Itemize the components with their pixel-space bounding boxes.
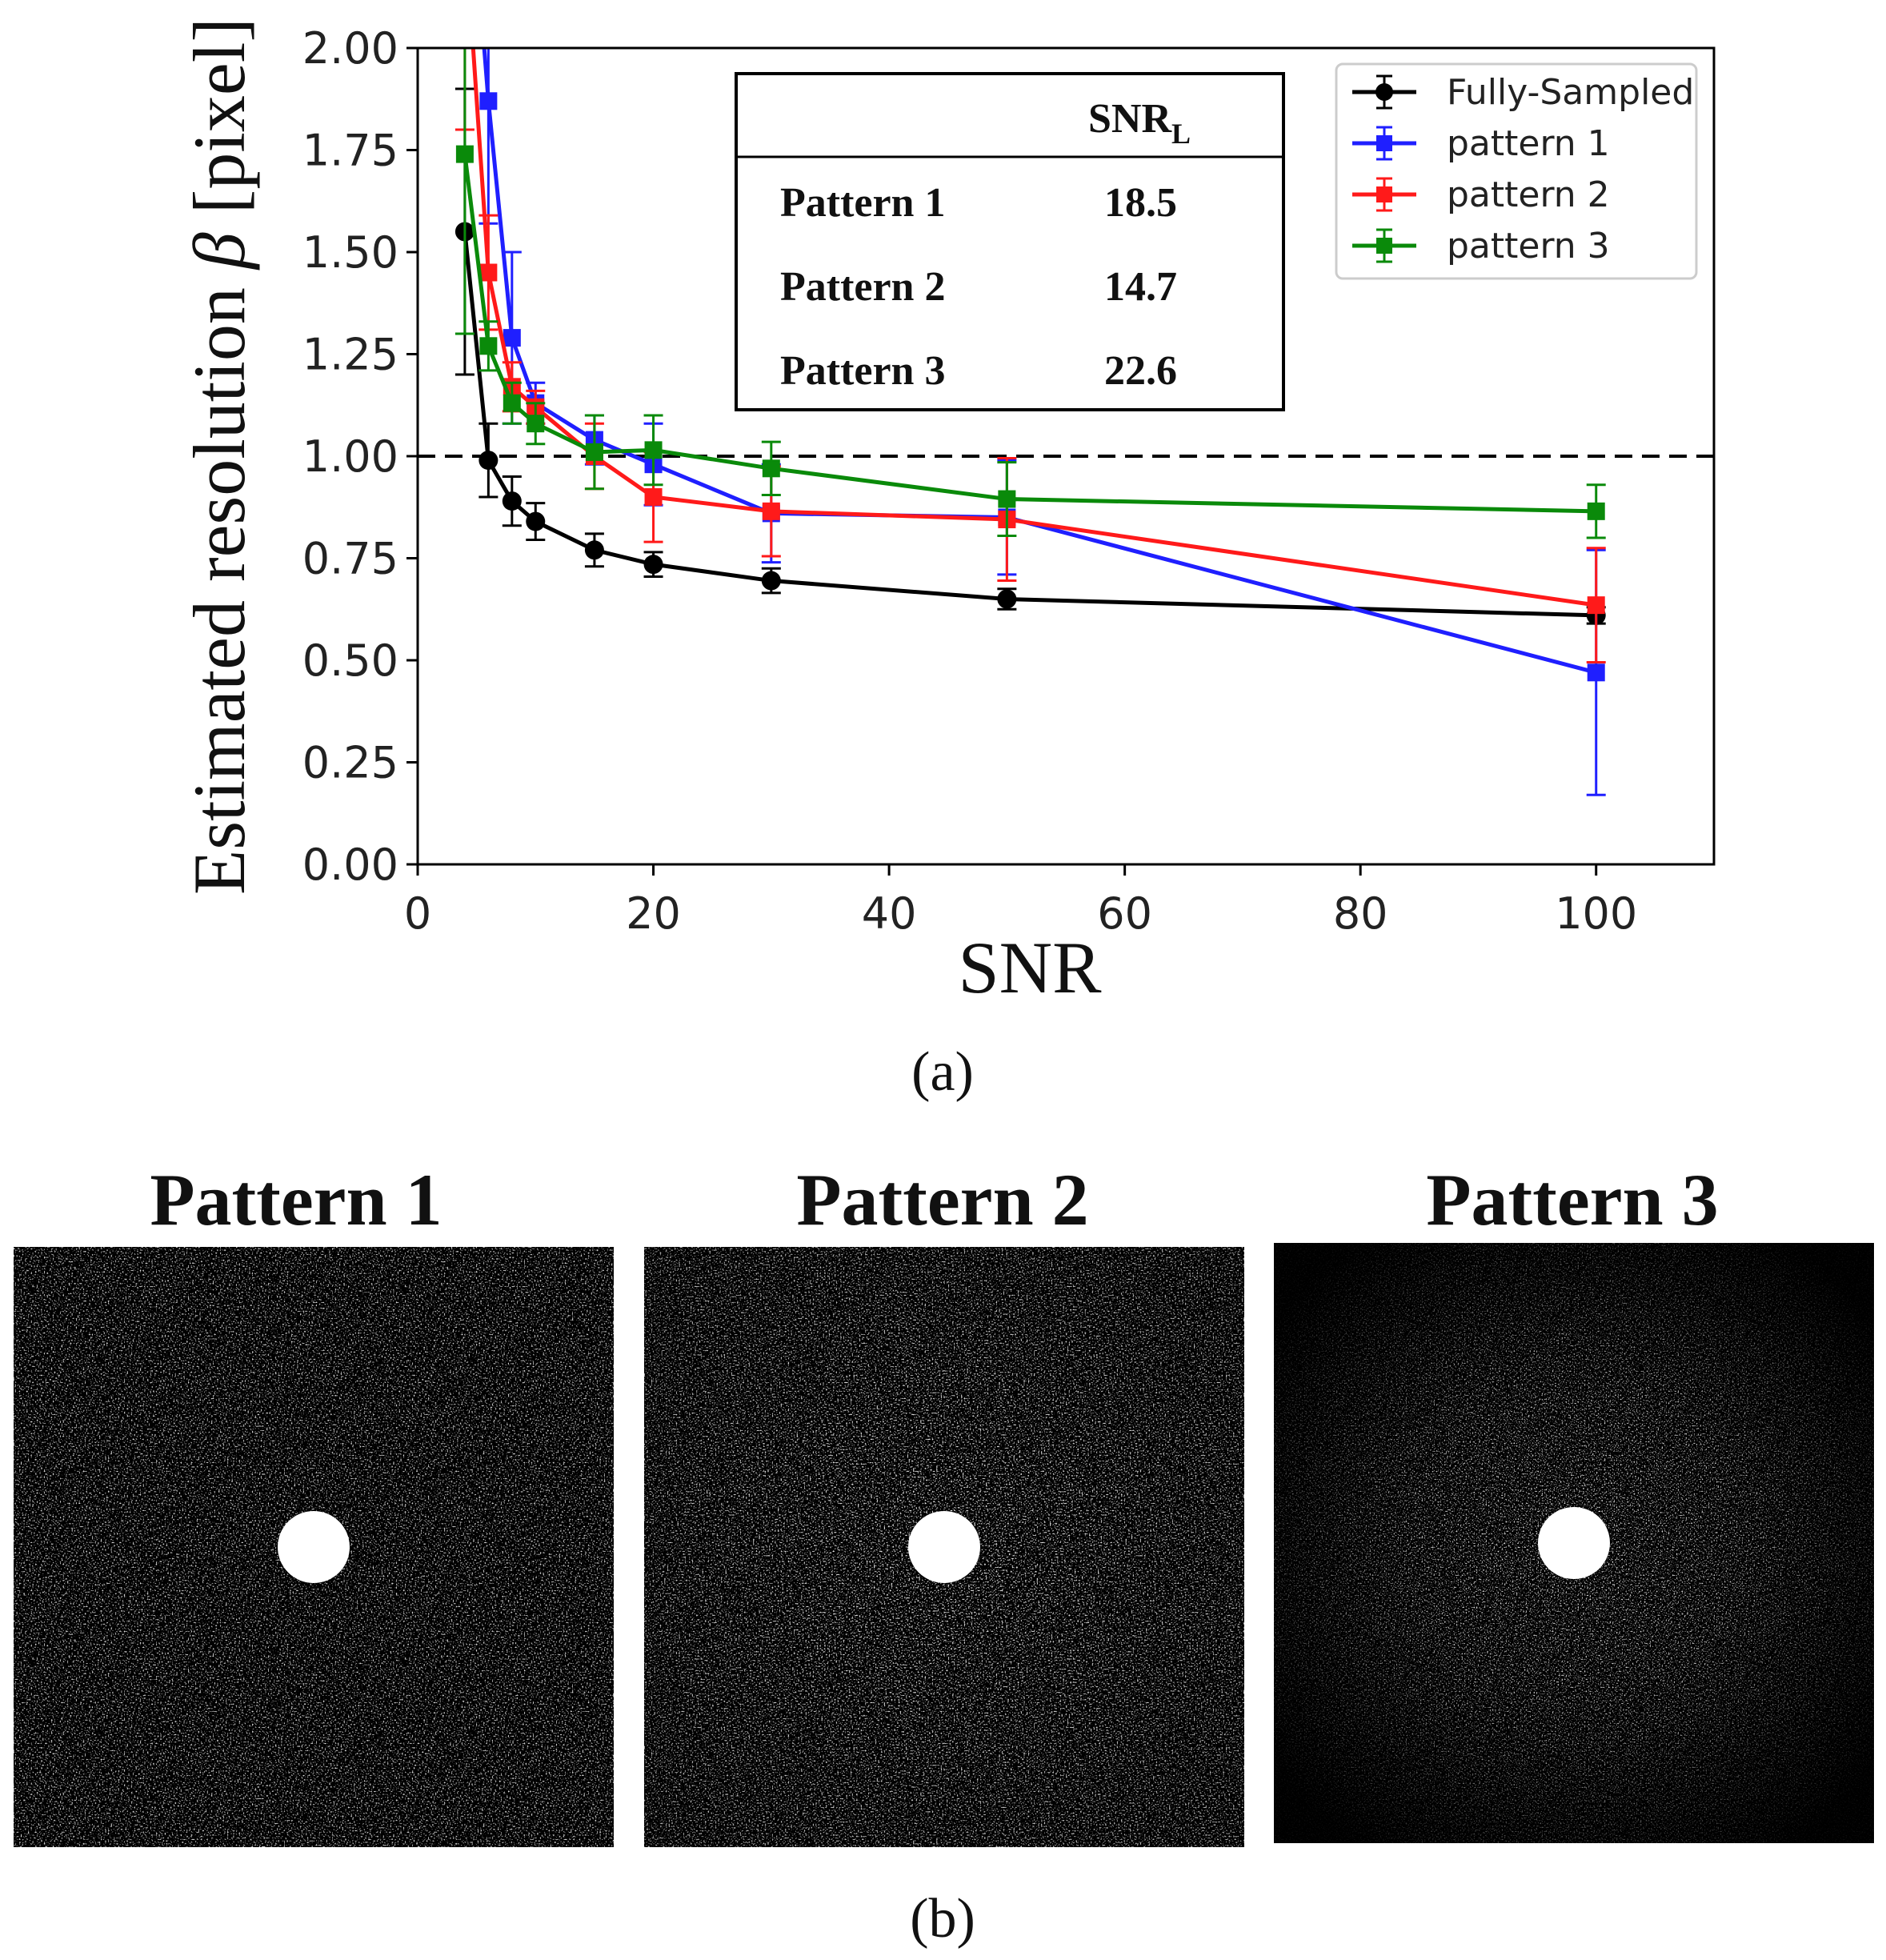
pattern-1-image [14,1247,614,1847]
data-point [503,329,521,347]
x-tick-label: 40 [862,888,917,939]
data-point [1587,663,1605,682]
data-point [585,443,603,461]
legend-label: Fully-Sampled [1447,72,1694,113]
data-point [643,555,663,575]
legend-entry: Fully-Sampled [1352,72,1694,113]
pattern-2-image [644,1247,1244,1847]
snr-l-table: SNRL Pattern 1 18.5 Pattern 2 14.7 Patte… [735,72,1285,411]
legend-marker [1375,83,1393,101]
table-row-label: Pattern 2 [780,264,945,310]
data-point [479,263,498,282]
legend-marker [1376,238,1392,254]
x-tick-label: 100 [1555,888,1637,939]
y-axis-ticks: 0.00 0.25 0.50 0.75 1.00 1.25 1.50 1.75 2.00 [302,23,418,890]
y-axis-title: Estimated resolution β [pixel] [178,18,260,895]
pattern-3-image [1274,1243,1874,1843]
legend-label: pattern 3 [1447,226,1610,267]
y-tick-label: 1.25 [302,330,398,380]
x-tick-label: 20 [626,888,681,939]
center-disk [1538,1507,1610,1579]
data-point [644,488,663,506]
data-point [762,459,780,478]
data-point [584,540,604,560]
data-series [454,48,1606,796]
sampling-patterns: Pattern 1 Pattern 2 Pattern 3 [14,1159,1874,1847]
pattern-title: Pattern 3 [1426,1159,1718,1241]
x-tick-label: 60 [1097,888,1152,939]
y-tick-label: 1.75 [302,126,398,176]
data-point [502,491,522,511]
data-point [997,589,1017,609]
legend-entry: pattern 2 [1352,174,1610,215]
center-disk [278,1511,350,1583]
data-point [1587,502,1605,520]
panel-b-label: (b) [910,1888,975,1950]
center-disk [908,1511,980,1583]
plot-area [454,48,1606,796]
table-row-value: 18.5 [1104,180,1177,226]
data-point [998,490,1016,508]
resolution-vs-snr-chart: 0.00 0.25 0.50 0.75 1.00 1.25 1.50 1.75 2.00 0 20… [178,18,1716,1008]
table-header: SNRL [1088,96,1191,150]
legend-label: pattern 1 [1447,123,1610,164]
table-row-value: 22.6 [1104,348,1177,394]
y-tick-label: 0.75 [302,534,398,584]
x-axis-ticks: 0 20 40 60 80 100 [404,864,1637,939]
panel-a-label: (a) [911,1041,974,1103]
table-row-label: Pattern 1 [780,180,945,226]
data-point [526,511,546,531]
table-row-value: 14.7 [1104,264,1177,310]
table-row-label: Pattern 3 [780,348,945,394]
data-point [455,145,474,163]
y-tick-label: 2.00 [302,23,398,74]
y-tick-label: 0.25 [302,738,398,788]
table-frame [735,72,1285,411]
data-point [527,415,545,433]
x-tick-label: 0 [404,888,431,939]
data-point [503,394,521,412]
x-tick-label: 80 [1333,888,1388,939]
legend-entry: pattern 3 [1352,226,1610,267]
data-point [761,571,781,591]
x-axis-title: SNR [959,927,1103,1008]
legend-frame [1335,62,1698,280]
plot-frame [416,46,1716,866]
data-point [479,451,499,471]
data-point [762,502,780,520]
legend-marker [1376,186,1392,202]
data-point [1587,596,1605,615]
data-point [479,92,498,110]
legend-label: pattern 2 [1447,174,1610,215]
data-point [644,441,663,459]
y-tick-label: 1.00 [302,431,398,482]
legend: Fully-Sampled pattern 1 pattern 2 pattern 3 [1335,62,1698,280]
data-point [479,337,498,355]
legend-entry: pattern 1 [1352,123,1610,164]
legend-entries: Fully-Sampled pattern 1 pattern 2 pattern 3 [1352,72,1694,267]
y-tick-label: 1.50 [302,227,398,278]
y-tick-label: 0.00 [302,840,398,890]
series-pattern-3 [454,48,1606,539]
legend-marker [1376,135,1392,151]
pattern-title: Pattern 1 [150,1159,442,1241]
y-tick-label: 0.50 [302,635,398,686]
pattern-title: Pattern 2 [796,1159,1088,1241]
